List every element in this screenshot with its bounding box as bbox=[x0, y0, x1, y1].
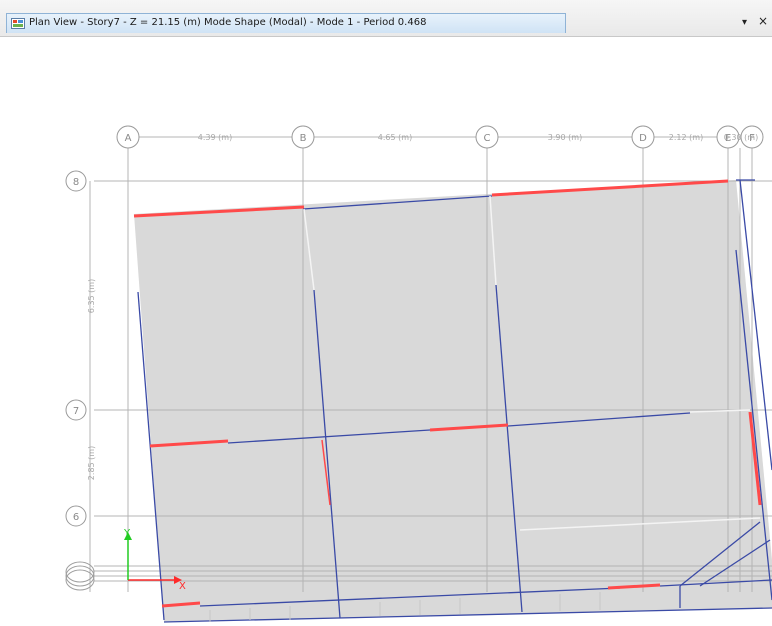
grid-lines bbox=[89, 136, 772, 592]
title-bar: Plan View - Story7 - Z = 21.15 (m) Mode … bbox=[0, 0, 772, 37]
beam-lines bbox=[137, 179, 772, 623]
grid-bubble-6 bbox=[65, 505, 87, 527]
view-title: Plan View - Story7 - Z = 21.15 (m) Mode … bbox=[29, 17, 427, 28]
grid-label-6: 6 bbox=[73, 512, 79, 523]
grid-label-7: 7 bbox=[73, 406, 79, 417]
light-beam-lines bbox=[303, 195, 761, 531]
plan-view-canvas[interactable]: A B C D E F 8 7 6 4.39 (m) 4.65 (m) 3.90… bbox=[0, 37, 772, 626]
dim-e-f: 0.30 (m) bbox=[724, 133, 758, 142]
dim-8-7: 6.35 (m) bbox=[87, 279, 96, 313]
x-axis-label: X bbox=[179, 581, 186, 592]
grid-label-b: B bbox=[300, 133, 307, 144]
chevron-down-icon[interactable]: ▾ bbox=[742, 17, 748, 28]
grid-bubble-7 bbox=[65, 399, 87, 421]
grid-bubble-e bbox=[716, 125, 740, 149]
support-symbols bbox=[65, 561, 95, 591]
dimension-labels: 4.39 (m) 4.65 (m) 3.90 (m) 2.12 (m) 0.30… bbox=[87, 133, 758, 480]
grid-label-c: C bbox=[484, 133, 491, 144]
plan-view-icon bbox=[11, 18, 25, 29]
dim-7-6: 2.85 (m) bbox=[87, 446, 96, 480]
dim-b-c: 4.65 (m) bbox=[378, 133, 412, 142]
view-tab[interactable]: Plan View - Story7 - Z = 21.15 (m) Mode … bbox=[6, 13, 566, 33]
structural-plan: A B C D E F 8 7 6 4.39 (m) 4.65 (m) 3.90… bbox=[65, 125, 772, 623]
grid-bubble-a bbox=[116, 125, 140, 149]
dim-c-d: 3.90 (m) bbox=[548, 133, 582, 142]
mesh-ticks bbox=[209, 592, 601, 622]
grid-label-d: D bbox=[639, 133, 647, 144]
dim-d-e: 2.12 (m) bbox=[669, 133, 703, 142]
grid-bubble-c bbox=[475, 125, 499, 149]
grid-bubble-b bbox=[291, 125, 315, 149]
grid-label-a: A bbox=[125, 133, 132, 144]
row-grid-bubbles bbox=[65, 170, 87, 527]
grid-bubble-8 bbox=[65, 170, 87, 192]
dim-a-b: 4.39 (m) bbox=[198, 133, 232, 142]
y-axis-label: Y bbox=[123, 528, 131, 539]
grid-label-8: 8 bbox=[73, 177, 79, 188]
axis-triad: X Y bbox=[123, 528, 186, 592]
slab-area bbox=[134, 180, 772, 622]
grid-bubble-f bbox=[740, 125, 764, 149]
close-icon[interactable]: × bbox=[758, 14, 769, 28]
grid-bubble-d bbox=[631, 125, 655, 149]
grid-label-f: F bbox=[749, 133, 755, 144]
column-grid-bubbles bbox=[116, 125, 764, 149]
grid-label-e: E bbox=[725, 133, 731, 144]
stressed-beam-lines bbox=[133, 179, 762, 608]
